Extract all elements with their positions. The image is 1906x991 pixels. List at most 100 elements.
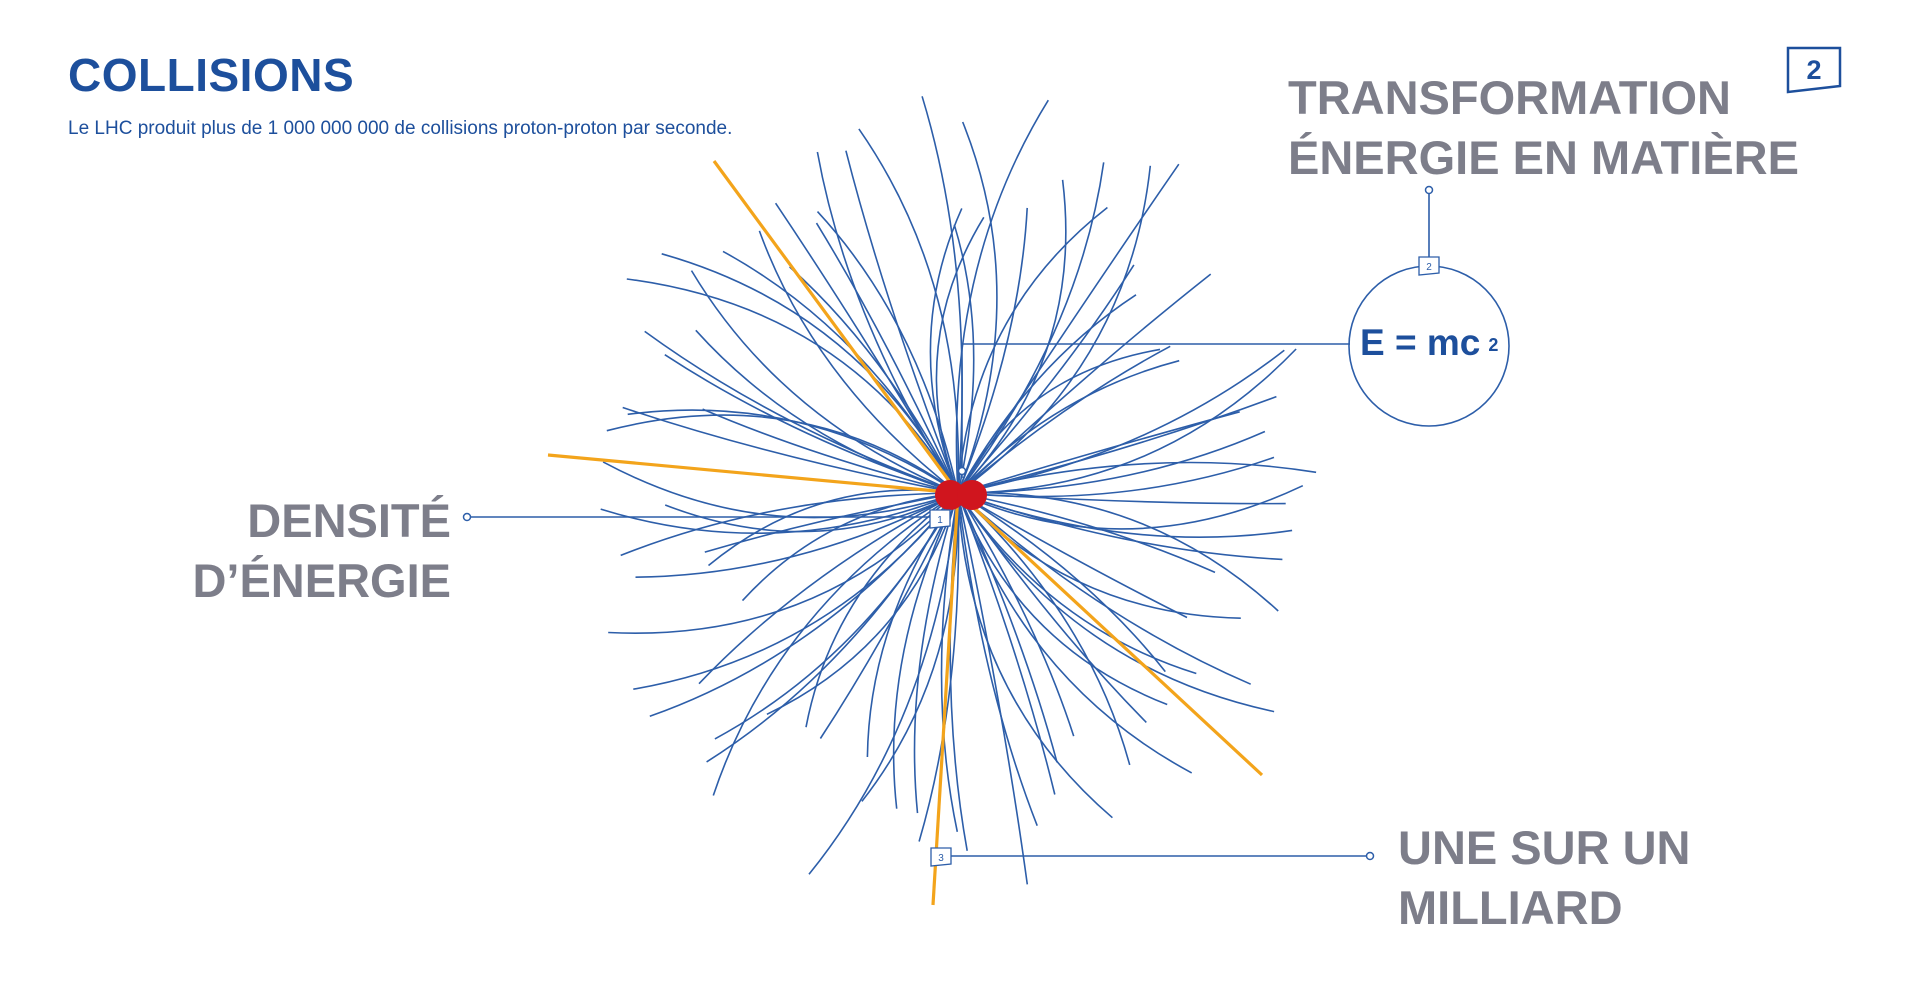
- marker-2: 2: [1418, 256, 1440, 276]
- particle-track: [714, 492, 959, 740]
- particle-track: [600, 492, 959, 535]
- page-number: 2: [1806, 55, 1821, 85]
- proton: [957, 480, 987, 510]
- particle-track: [957, 349, 1285, 494]
- page-title: COLLISIONS: [68, 49, 355, 101]
- particle-track: [957, 206, 1108, 494]
- particle-track: [702, 408, 959, 494]
- page-number-badge: 2: [1786, 46, 1842, 94]
- particle-track: [957, 456, 1275, 498]
- particle-track: [957, 207, 1028, 494]
- label-energy-density-line2: D’ÉNERGIE: [192, 554, 451, 607]
- particle-track: [957, 491, 1279, 612]
- particle-track: [957, 348, 1161, 494]
- particle-track: [858, 128, 960, 494]
- particle-track: [635, 492, 959, 578]
- particle-track: [913, 492, 959, 814]
- particle-track: [633, 492, 959, 690]
- particle-track: [758, 230, 959, 494]
- particle-track: [608, 492, 959, 634]
- particle-track: [808, 492, 959, 875]
- label-energy-density: DENSITÉ D’ÉNERGIE: [192, 491, 451, 611]
- particle-track: [704, 492, 959, 553]
- particle-track: [816, 211, 959, 494]
- orange-track: [956, 491, 1264, 777]
- particle-track: [957, 484, 1304, 530]
- particle-track: [712, 492, 959, 796]
- particle-track: [957, 492, 1275, 713]
- marker-1: 1: [929, 509, 951, 529]
- particle-track: [845, 150, 959, 494]
- orange-track: [547, 453, 959, 495]
- particle-track: [940, 492, 959, 832]
- particle-track: [955, 99, 1049, 494]
- particle-track: [861, 492, 959, 802]
- svg-text:1: 1: [937, 515, 943, 526]
- particle-track: [957, 492, 1058, 763]
- particle-track: [957, 492, 1293, 538]
- particle-track: [957, 395, 1277, 494]
- label-one-in-billion-line1: UNE SUR UN: [1398, 821, 1691, 874]
- particle-track: [620, 492, 959, 557]
- particle-track: [957, 492, 1286, 505]
- label-one-in-billion: UNE SUR UN MILLIARD: [1398, 818, 1690, 938]
- marker-3: 3: [930, 847, 952, 867]
- particle-track: [957, 492, 1166, 673]
- particle-track: [698, 492, 959, 685]
- particle-track: [957, 492, 1038, 826]
- connector-dot: [1365, 851, 1375, 861]
- particle-track: [626, 278, 959, 494]
- particle-track: [957, 461, 1317, 494]
- formula-exponent: 2: [1488, 334, 1499, 355]
- particle-track: [602, 461, 959, 519]
- particle-track: [935, 216, 985, 494]
- label-energy-density-line1: DENSITÉ: [247, 494, 451, 547]
- particle-track: [644, 330, 959, 494]
- particle-tracks: [600, 96, 1317, 885]
- particle-track: [957, 492, 1147, 723]
- particle-track: [766, 492, 959, 716]
- connector-dot: [957, 466, 967, 476]
- particle-track: [957, 492, 1252, 685]
- particle-track: [627, 409, 959, 494]
- label-transformation: TRANSFORMATION ÉNERGIE EN MATIÈRE: [1288, 68, 1799, 188]
- particle-track: [892, 492, 959, 809]
- particle-track: [722, 250, 959, 494]
- svg-text:2: 2: [1426, 262, 1432, 273]
- particle-track: [957, 359, 1180, 494]
- label-transformation-line2: ÉNERGIE EN MATIÈRE: [1288, 131, 1799, 184]
- particle-track: [957, 121, 998, 494]
- orange-track: [931, 492, 960, 906]
- particle-track: [918, 492, 960, 842]
- particle-track: [690, 270, 959, 494]
- proton: [935, 480, 965, 510]
- particle-track: [649, 492, 959, 718]
- svg-text:3: 3: [938, 853, 944, 864]
- connector-dot: [462, 512, 472, 522]
- particle-track: [957, 492, 1283, 561]
- particle-track: [789, 266, 959, 494]
- particle-track: [957, 348, 1297, 494]
- particle-track: [816, 151, 959, 494]
- particle-track: [664, 492, 959, 533]
- particle-track: [695, 329, 959, 494]
- particle-track: [957, 264, 1135, 494]
- particle-track: [957, 492, 1029, 885]
- particle-track: [957, 345, 1171, 494]
- particle-track: [957, 411, 1240, 494]
- particle-track: [957, 162, 1105, 494]
- particle-track: [815, 222, 959, 494]
- particle-track: [622, 406, 959, 494]
- particle-track: [957, 492, 1193, 774]
- page-subtitle: Le LHC produit plus de 1 000 000 000 de …: [68, 118, 733, 139]
- orange-track: [712, 160, 960, 494]
- particle-track: [957, 492, 1056, 795]
- connector-formula: [961, 343, 1350, 478]
- connector-lines: [467, 190, 1430, 857]
- label-transformation-line1: TRANSFORMATION: [1288, 71, 1731, 124]
- particle-track: [957, 492, 1188, 619]
- formula-base: E = mc: [1360, 322, 1481, 363]
- particle-track: [819, 492, 959, 739]
- highlighted-tracks: [547, 160, 1264, 906]
